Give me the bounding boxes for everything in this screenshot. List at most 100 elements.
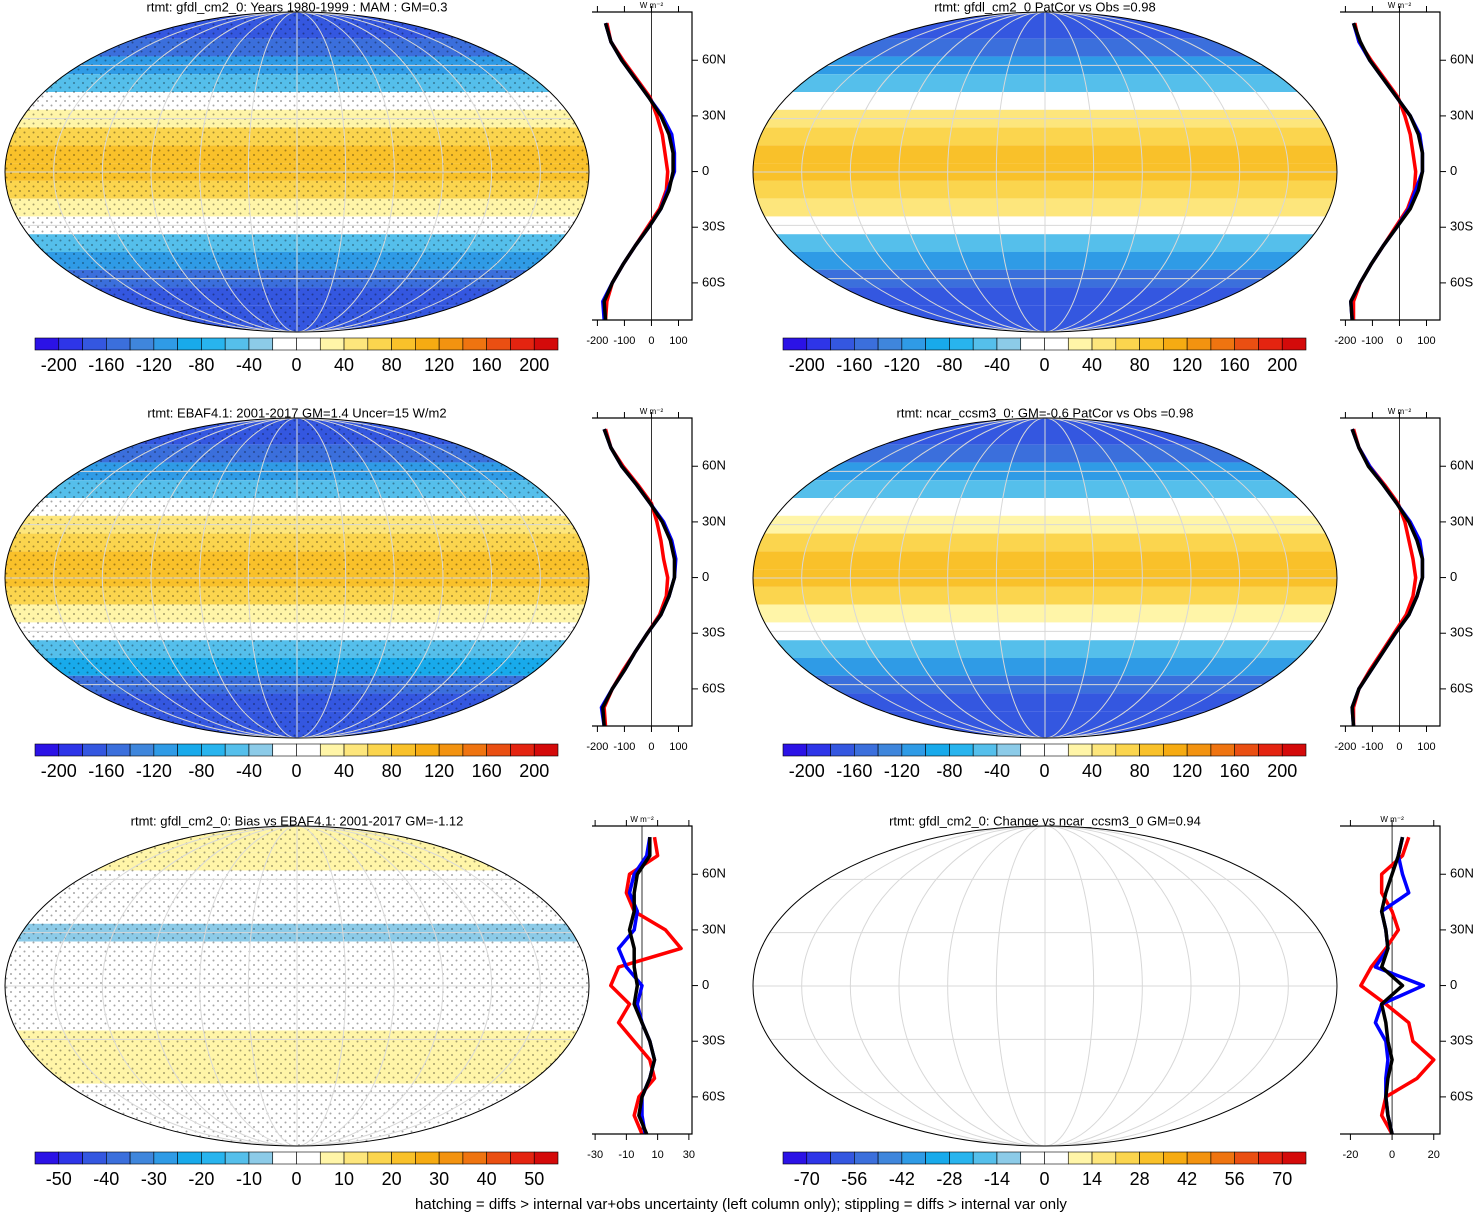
colorbar-label: -28	[936, 1169, 962, 1189]
profile-frame	[1340, 825, 1441, 1135]
y-tick-label: 60S	[1450, 680, 1473, 695]
colorbar-label: 0	[1039, 355, 1049, 375]
x-axis-label: W m⁻²	[640, 407, 664, 416]
y-tick-label: 60N	[702, 52, 726, 67]
colorbar-label: -120	[136, 355, 172, 375]
colorbar-box	[1115, 743, 1140, 757]
profile-frame	[592, 11, 693, 321]
colorbar-label: 80	[1130, 355, 1150, 375]
colorbar-box	[438, 743, 464, 757]
colorbar-label: 200	[519, 761, 549, 781]
colorbar-box	[129, 337, 155, 351]
colorbar-box	[1139, 743, 1164, 757]
colorbar-box	[58, 743, 83, 757]
colorbar-label: 200	[1267, 761, 1297, 781]
y-tick-label: 60S	[702, 680, 725, 695]
colorbar-box	[533, 1151, 559, 1165]
x-tick-label: -20	[1342, 1149, 1358, 1161]
colorbar-box	[510, 1151, 535, 1165]
colorbar-label: -160	[836, 355, 872, 375]
x-tick-label: -30	[587, 1149, 603, 1161]
profile-line	[602, 22, 675, 321]
panel: rtmt: EBAF4.1: 2001-2017 GM=1.4 Uncer=15…	[4, 405, 726, 781]
colorbar-box	[854, 337, 879, 351]
colorbar-label: 160	[472, 761, 502, 781]
colorbar-box	[1067, 337, 1093, 351]
colorbar-box	[82, 337, 107, 351]
colorbar-box	[201, 743, 226, 757]
colorbar-label: 20	[382, 1169, 402, 1189]
profile-frame	[592, 825, 693, 1135]
profile-line	[1349, 22, 1425, 321]
colorbar-box	[1067, 1151, 1093, 1165]
colorbar-box	[319, 337, 345, 351]
meridian	[801, 826, 1289, 1146]
colorbar-label: 40	[477, 1169, 497, 1189]
profile-line	[601, 428, 677, 727]
meridian	[53, 12, 541, 332]
colorbar-box	[1258, 1151, 1283, 1165]
colorbar-box	[1163, 337, 1188, 351]
colorbar-box	[391, 1151, 416, 1165]
colorbar-box	[438, 337, 464, 351]
colorbar-box	[1258, 337, 1283, 351]
colorbar-box	[830, 1151, 855, 1165]
colorbar-box	[486, 337, 511, 351]
colorbar-box	[1258, 743, 1283, 757]
colorbar-label: -80	[936, 355, 962, 375]
colorbar-box	[296, 743, 321, 757]
meridian	[101, 826, 493, 1146]
colorbar-box	[129, 743, 155, 757]
y-tick-label: 60N	[1450, 52, 1474, 67]
colorbar-box	[296, 337, 321, 351]
map-border	[4, 11, 590, 333]
x-tick-label: 0	[1389, 1149, 1395, 1161]
profile-line	[1359, 836, 1436, 1135]
x-axis-label: W m⁻²	[630, 815, 654, 824]
colorbar-label: 200	[519, 355, 549, 375]
panel: rtmt: ncar_ccsm3_0: GM=-0.6 PatCor vs Ob…	[752, 405, 1474, 781]
y-tick-label: 0	[702, 163, 709, 178]
colorbar-box	[129, 1151, 155, 1165]
colorbar-box	[1281, 337, 1307, 351]
x-tick-label: 100	[1417, 741, 1435, 753]
colorbar-label: 42	[1177, 1169, 1197, 1189]
colorbar-box	[949, 1151, 974, 1165]
panel-title: rtmt: gfdl_cm2_0 PatCor vs Obs =0.98	[934, 0, 1155, 14]
colorbar-box	[830, 337, 855, 351]
y-tick-label: 30N	[1450, 107, 1474, 122]
meridian	[199, 12, 395, 332]
colorbar-box	[1091, 337, 1117, 351]
map-border	[752, 11, 1338, 333]
meridian	[247, 12, 347, 332]
colorbar-box	[996, 1151, 1022, 1165]
colorbar-label: 120	[1172, 355, 1202, 375]
colorbar-label: 10	[334, 1169, 354, 1189]
colorbar-label: -14	[984, 1169, 1010, 1189]
x-tick-label: -200	[1334, 335, 1356, 347]
colorbar-box	[854, 743, 879, 757]
colorbar-box	[391, 337, 416, 351]
meridian	[199, 826, 395, 1146]
footer: hatching = diffs > internal var+obs unce…	[415, 1196, 1067, 1213]
y-tick-label: 30S	[702, 219, 725, 234]
y-tick-label: 60S	[702, 1088, 725, 1103]
colorbar-label: 120	[1172, 761, 1202, 781]
colorbar-label: -20	[188, 1169, 214, 1189]
map	[5, 418, 589, 738]
colorbar-label: 40	[1082, 761, 1102, 781]
colorbar-box	[877, 1151, 903, 1165]
profile-frame	[1340, 417, 1441, 727]
profile-line	[627, 837, 657, 1135]
colorbar-box	[1281, 743, 1307, 757]
colorbar-box	[319, 1151, 345, 1165]
colorbar-box	[510, 743, 535, 757]
colorbar-box	[1186, 337, 1212, 351]
colorbar-box	[248, 743, 274, 757]
colorbar-label: -70	[794, 1169, 820, 1189]
colorbar-box	[925, 1151, 950, 1165]
colorbar-box	[343, 743, 369, 757]
colorbar-box	[82, 1151, 107, 1165]
colorbar-box	[782, 1151, 808, 1165]
